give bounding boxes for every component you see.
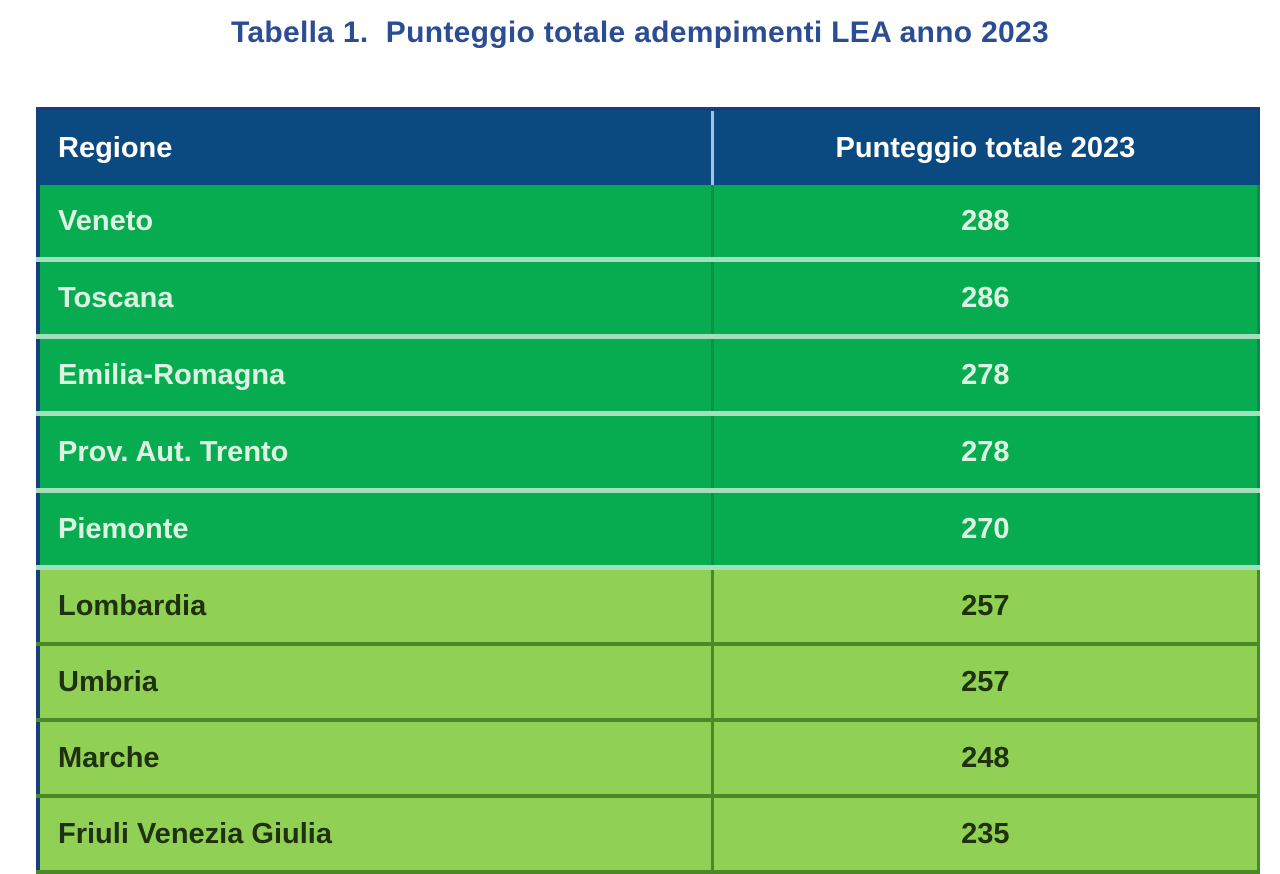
score-cell: 270 bbox=[710, 490, 1261, 570]
region-cell: Prov. Aut. Trento bbox=[35, 413, 713, 493]
table-row: Marche 248 bbox=[35, 720, 1261, 798]
score-cell: 235 bbox=[710, 796, 1261, 874]
page-title: Tabella 1. Punteggio totale adempimenti … bbox=[230, 16, 1050, 49]
table-row: Toscana 286 bbox=[35, 259, 1261, 339]
table-row: Veneto 288 bbox=[35, 185, 1261, 262]
region-cell: Umbria bbox=[35, 644, 713, 722]
region-cell: Friuli Venezia Giulia bbox=[35, 796, 713, 874]
score-cell: 278 bbox=[710, 413, 1261, 493]
table-row: Emilia-Romagna 278 bbox=[35, 336, 1261, 416]
score-cell: 288 bbox=[710, 185, 1261, 262]
table-row: Prov. Aut. Trento 278 bbox=[35, 413, 1261, 493]
score-cell: 257 bbox=[710, 567, 1261, 646]
column-header-punteggio-totale-2023: Punteggio totale 2023 bbox=[710, 107, 1261, 185]
table-row: Lombardia 257 bbox=[35, 567, 1261, 646]
table-header: Regione Punteggio totale 2023 bbox=[35, 107, 1261, 185]
table-row: Umbria 257 bbox=[35, 644, 1261, 722]
region-cell: Piemonte bbox=[35, 490, 713, 570]
lea-score-table: Regione Punteggio totale 2023 Veneto 288… bbox=[35, 107, 1261, 874]
table-body: Veneto 288 Toscana 286 Emilia-Romagna 27… bbox=[35, 185, 1261, 874]
score-cell: 248 bbox=[710, 720, 1261, 798]
region-cell: Emilia-Romagna bbox=[35, 336, 713, 416]
header-row: Regione Punteggio totale 2023 bbox=[35, 107, 1261, 185]
score-cell: 257 bbox=[710, 644, 1261, 722]
score-cell: 278 bbox=[710, 336, 1261, 416]
score-cell: 286 bbox=[710, 259, 1261, 339]
region-cell: Toscana bbox=[35, 259, 713, 339]
region-cell: Lombardia bbox=[35, 567, 713, 646]
table-row: Piemonte 270 bbox=[35, 490, 1261, 570]
region-cell: Marche bbox=[35, 720, 713, 798]
table-row: Friuli Venezia Giulia 235 bbox=[35, 796, 1261, 874]
column-header-regione: Regione bbox=[35, 107, 713, 185]
region-cell: Veneto bbox=[35, 185, 713, 262]
